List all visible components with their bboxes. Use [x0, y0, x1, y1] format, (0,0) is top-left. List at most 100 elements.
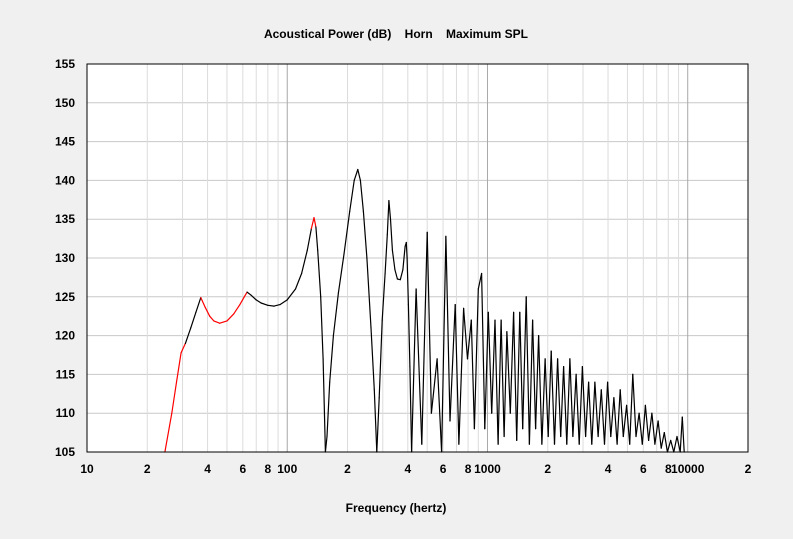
series-segment — [381, 272, 386, 321]
series-segment — [638, 412, 643, 445]
series-segment — [610, 397, 615, 438]
series-segment — [641, 404, 647, 445]
series-segment — [581, 366, 587, 438]
series-segment — [619, 389, 624, 438]
series-segment — [525, 296, 531, 445]
y-tick-label: 125 — [55, 290, 75, 304]
series-segment — [370, 327, 375, 391]
series-segment — [597, 389, 602, 438]
series-segment — [306, 227, 312, 251]
series-segment — [349, 179, 355, 212]
series-segment — [487, 311, 493, 414]
series-segment — [415, 288, 423, 445]
series-segment — [503, 331, 508, 438]
series-segment — [463, 307, 469, 360]
series-segment — [562, 366, 568, 445]
series-segment — [660, 432, 665, 449]
series-segment — [494, 319, 499, 445]
series-segment — [541, 358, 546, 445]
series-segment — [560, 366, 565, 438]
series-segment — [405, 241, 408, 259]
series-segment — [534, 335, 540, 430]
y-tick-label: 110 — [56, 406, 76, 420]
series-segment — [629, 373, 634, 445]
series-segment — [286, 288, 297, 301]
series-segment — [575, 373, 580, 445]
series-segment — [556, 358, 562, 438]
x-tick-label: 100 — [277, 462, 297, 476]
series-segment — [171, 381, 178, 414]
series-segment — [190, 311, 197, 329]
series-segment — [315, 226, 319, 251]
series-segment — [537, 335, 543, 445]
series-segment — [246, 291, 252, 296]
series-segment — [200, 297, 206, 309]
y-tick-label: 130 — [55, 251, 75, 265]
series-segment — [569, 358, 574, 438]
series-segment — [317, 249, 322, 298]
series-segment — [584, 381, 590, 438]
series-segment — [384, 234, 388, 275]
series-segment — [362, 210, 368, 259]
x-tick-label: 1000 — [474, 462, 501, 476]
series-segment — [213, 320, 221, 324]
y-axis: 105 110 115 120 125 130 135 140 145 150 155 — [55, 57, 75, 459]
x-tick-label: 8 — [264, 462, 271, 476]
series-segment — [509, 311, 515, 414]
series-segment — [406, 257, 409, 306]
y-tick-label: 155 — [55, 57, 75, 71]
x-tick-label: 8 — [665, 462, 672, 476]
x-tick-label: 4 — [404, 462, 411, 476]
series-segment — [635, 412, 640, 438]
series-segment — [343, 210, 351, 255]
series-segment — [337, 253, 345, 294]
y-tick-label: 145 — [55, 135, 75, 149]
series-segment — [622, 404, 628, 438]
series-segment — [239, 296, 245, 306]
series-segment — [226, 313, 235, 322]
x-tick-label: 2 — [344, 462, 351, 476]
series-segment — [353, 168, 359, 181]
series-segment — [500, 319, 505, 438]
series-segment — [666, 439, 672, 453]
series-segment — [670, 439, 675, 453]
series-segment — [578, 366, 584, 445]
series-segment — [273, 304, 281, 307]
series-segment — [506, 331, 511, 414]
series-segment — [647, 412, 653, 441]
series-segment — [441, 235, 447, 453]
series-segment — [279, 299, 288, 306]
chart-title: Acoustical Power (dB) Horn Maximum SPL — [264, 27, 528, 41]
series-segment — [522, 296, 527, 430]
series-segment — [572, 373, 577, 438]
series-segment — [679, 416, 683, 453]
y-tick-label: 105 — [55, 445, 75, 459]
series-segment — [654, 420, 659, 445]
series-segment — [402, 245, 406, 271]
series-segment — [466, 319, 472, 360]
x-tick-label: 4 — [204, 462, 211, 476]
series-segment — [587, 381, 593, 445]
series-segment — [313, 217, 317, 228]
series-segment — [294, 272, 303, 290]
series-segment — [497, 319, 502, 445]
series-segment — [458, 307, 465, 445]
series-segment — [250, 294, 257, 301]
series-segment — [436, 358, 443, 453]
series-segment — [603, 381, 609, 445]
series-segment — [473, 288, 479, 430]
series-segment — [421, 231, 428, 445]
series-segment — [651, 412, 656, 445]
series-segment — [657, 420, 662, 449]
series-segment — [195, 297, 202, 313]
x-tick-label: 10000 — [671, 462, 705, 476]
series-segment — [180, 342, 186, 354]
x-axis-label: Frequency (hertz) — [346, 501, 447, 515]
series-segment — [386, 200, 390, 236]
series-segment — [376, 397, 380, 453]
x-tick-label: 6 — [440, 462, 447, 476]
series-segment — [175, 352, 182, 383]
series-segment — [267, 304, 275, 307]
series-segment — [359, 179, 364, 212]
